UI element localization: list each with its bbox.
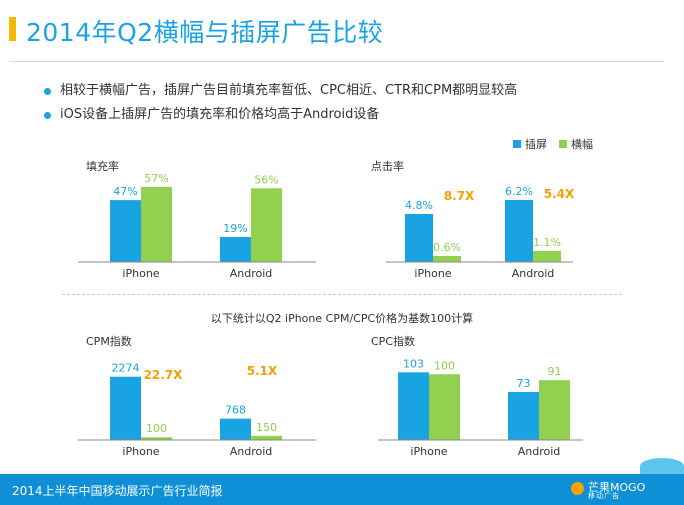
- data-label: 91: [548, 365, 562, 378]
- data-label: 4.8%: [405, 199, 433, 212]
- data-label: 100: [146, 422, 167, 435]
- data-label: 768: [225, 404, 246, 417]
- multiplier-annotation: 8.7X: [444, 189, 475, 203]
- title-divider: [9, 61, 664, 62]
- legend-label: 横幅: [571, 138, 593, 151]
- legend-swatch-interstitial: [513, 140, 521, 148]
- summary-bullets: 相较于横幅广告，插屏广告目前填充率暂低、CPC相近、CTR和CPM都明显较高 i…: [44, 82, 517, 130]
- data-label: 150: [256, 421, 277, 434]
- multiplier-annotation: 5.4X: [544, 187, 575, 201]
- logo-subtitle: 移动广告: [588, 492, 620, 500]
- bar-interstitial: [110, 376, 141, 440]
- mogo-logo: 芒果MOGO 移动广告: [571, 479, 666, 501]
- charts-canvas: 填充率 47% 19% 57% 56% iPhone Android 点击率 4.8% 6.2% 0…: [78, 159, 583, 458]
- bar-interstitial: [220, 236, 251, 262]
- bar-banner: [251, 435, 282, 440]
- data-label: 2274: [112, 362, 140, 375]
- index-note: 以下统计以Q2 iPhone CPM/CPC价格为基数100计算: [210, 312, 474, 325]
- data-label: 1.1%: [533, 236, 561, 249]
- bullet-item: 相较于横幅广告，插屏广告目前填充率暂低、CPC相近、CTR和CPM都明显较高: [44, 82, 517, 106]
- chart-title: 填充率: [86, 159, 119, 173]
- logo-name: 芒果MOGO: [588, 481, 646, 494]
- data-label: 100: [434, 359, 455, 372]
- category-label: iPhone: [410, 445, 447, 458]
- bar-interstitial: [405, 214, 433, 262]
- data-label: 47%: [113, 185, 137, 198]
- multiplier-annotation: 22.7X: [144, 368, 184, 382]
- data-label: 57%: [144, 172, 168, 185]
- bar-banner: [141, 186, 172, 262]
- bar-interstitial: [508, 392, 539, 440]
- legend-item-banner: 横幅: [559, 136, 593, 152]
- bar-banner: [251, 188, 282, 262]
- data-label: 0.6%: [433, 241, 461, 254]
- data-label: 6.2%: [505, 185, 533, 198]
- bullet-item: iOS设备上插屏广告的填充率和价格均高于Android设备: [44, 106, 517, 130]
- footer-bar: 2014上半年中国移动展示广告行业简报 芒果MOGO 移动广告: [0, 474, 684, 505]
- multiplier-annotation: 5.1X: [247, 364, 278, 378]
- category-label: iPhone: [122, 445, 159, 458]
- page-title: 2014年Q2横幅与插屏广告比较: [26, 18, 384, 47]
- section-divider: [62, 294, 622, 295]
- bar-interstitial: [398, 372, 429, 440]
- bar-banner: [429, 374, 460, 440]
- bar-banner: [433, 256, 461, 262]
- category-label: Android: [230, 267, 273, 280]
- legend-label: 插屏: [525, 138, 547, 151]
- data-label: 56%: [254, 173, 278, 186]
- category-label: iPhone: [122, 267, 159, 280]
- mango-icon: [571, 482, 584, 495]
- legend-swatch-banner: [559, 140, 567, 148]
- category-label: iPhone: [414, 267, 451, 280]
- legend: 插屏 横幅: [513, 136, 605, 152]
- footer-text: 2014上半年中国移动展示广告行业简报: [12, 484, 223, 498]
- bar-interstitial: [505, 200, 533, 262]
- data-label: 19%: [223, 222, 247, 235]
- data-label: 103: [403, 357, 424, 370]
- chart-title: CPM指数: [86, 334, 132, 348]
- data-label: 73: [517, 377, 531, 390]
- chart-title: 点击率: [371, 159, 404, 173]
- bar-banner: [539, 380, 570, 440]
- category-label: Android: [512, 267, 555, 280]
- legend-item-interstitial: 插屏: [513, 136, 547, 152]
- footer-wave-decoration: [640, 458, 684, 474]
- bar-banner: [141, 437, 172, 440]
- chart-title: CPC指数: [371, 334, 415, 348]
- title-accent-bar: [9, 17, 16, 41]
- category-label: Android: [518, 445, 561, 458]
- category-label: Android: [230, 445, 273, 458]
- bar-interstitial: [110, 200, 141, 262]
- bar-banner: [533, 251, 561, 262]
- bar-interstitial: [220, 418, 251, 440]
